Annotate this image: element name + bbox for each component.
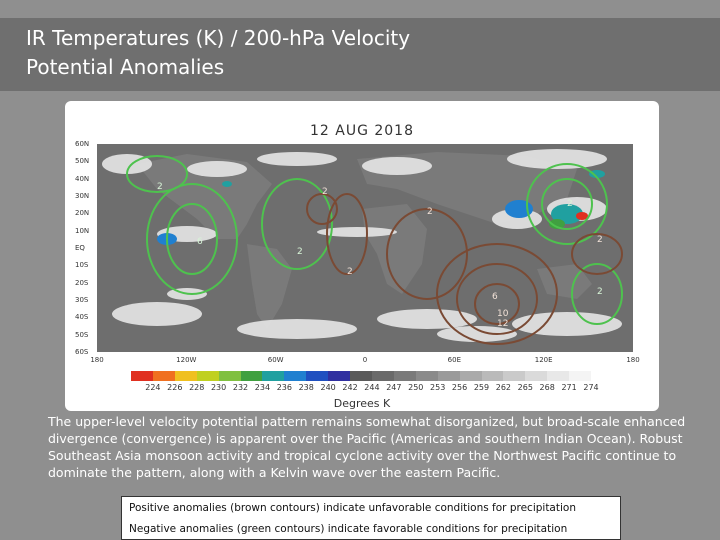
latitude-label: 10S [75,261,89,270]
colorbar-tick-label: 265 [517,383,533,392]
negative-contour-label: 2 [157,182,163,192]
colorbar-tick-label: 240 [320,383,336,392]
colorbar-tick-label: 268 [539,383,555,392]
colorbar-tick-label: 274 [583,383,599,392]
slide-description: The upper-level velocity potential patte… [48,414,686,480]
colorbar-tick-label: 247 [386,383,402,392]
latitude-label: EQ [75,244,85,252]
colorbar-swatch [481,371,504,381]
colorbar-swatch [196,371,219,381]
positive-contour-label: 10 [497,309,509,319]
negative-contour-label: 2 [567,199,573,209]
colorbar-swatch [174,371,197,381]
slide-title-line-2: Potential Anomalies [26,55,225,79]
south-america-land [247,244,292,329]
colorbar-swatch [503,371,526,381]
colorbar-swatch [262,371,285,381]
positive-contour-label: 2 [347,267,353,277]
colorbar-swatch [350,371,372,381]
colorbar-swatch [459,371,482,381]
negative-contour-label: 2 [597,287,603,297]
colorbar-tick-label: 250 [408,383,424,392]
latitude-label: 20N [75,209,90,218]
legend-negative-anomalies: Negative anomalies (green contours) indi… [129,523,568,535]
colorbar-tick-label: 244 [364,383,380,392]
colorbar-tick-label: 224 [145,383,161,392]
longitude-label: 180 [626,356,640,364]
colorbar-swatch [218,371,241,381]
colorbar-tick-label: 226 [167,383,183,392]
north-america-land [137,154,272,239]
colorbar-units: Degrees K [333,397,391,410]
negative-anomaly-contours [126,155,623,325]
positive-contour-label: 2 [322,187,328,197]
longitude-label: 60E [447,356,461,364]
convective-areas [157,170,605,245]
latitude-label: 30S [75,296,89,304]
africa-land [362,204,427,294]
colorbar-tick-label: 256 [451,383,468,392]
longitude-label: 60W [267,356,284,364]
legend-box: Positive anomalies (brown contours) indi… [121,496,621,540]
positive-anomaly-contours [306,193,623,345]
longitude-label: 120E [534,356,553,364]
negative-contour-label: 2 [297,247,303,257]
colorbar-tick-label: 232 [232,383,249,392]
colorbar-swatch [525,371,548,381]
positive-contour-label: 2 [427,207,433,217]
latitude-label: 40N [75,174,90,183]
latitude-label: 20S [75,278,89,287]
colorbar-swatch [152,371,175,381]
colorbar [131,371,592,381]
latitude-label: 50S [75,330,89,339]
latitude-label: 10N [75,226,90,235]
latitude-label: 50N [75,157,90,166]
colorbar-swatch [131,371,153,381]
latitude-label: 30N [75,192,90,200]
positive-contour-label: 6 [492,292,498,302]
longitude-label: 180 [90,356,104,364]
latitude-label: 40S [75,313,89,322]
colorbar-swatch [371,371,394,381]
latitude-label: 60S [75,348,89,356]
map-panel: 12 AUG 2018 60N 50N 40N 30N 20N 10N EQ 10S 20S 30… [65,101,659,411]
colorbar-tick-label: 238 [298,383,314,392]
colorbar-swatch [328,371,351,381]
negative-contour-label: 6 [197,237,203,247]
positive-contour-label: 12 [497,319,508,329]
colorbar-swatch [415,371,438,381]
colorbar-swatch [240,371,263,381]
colorbar-swatch [547,371,570,381]
colorbar-tick-label: 253 [430,383,446,392]
colorbar-swatch [437,371,460,381]
colorbar-tick-label: 242 [342,383,358,392]
colorbar-tick-label: 259 [473,383,490,392]
colorbar-tick-label: 228 [189,383,205,392]
latitude-label: 60N [75,140,90,148]
colorbar-tick-label: 234 [254,383,271,392]
colorbar-tick-label: 230 [210,383,227,392]
colorbar-labels: 224 226 228 230 232 234 236 238 240 242 244 247 250 2… [131,383,598,395]
map-date: 12 AUG 2018 [309,123,415,139]
title-bar: IR Temperatures (K) / 200-hPa Velocity P… [0,18,720,91]
colorbar-tick-label: 236 [276,383,292,392]
colorbar-tick-label: 262 [495,383,512,392]
slide-title-line-1: IR Temperatures (K) / 200-hPa Velocity [26,26,411,50]
colorbar-tick-label: 271 [561,383,577,392]
colorbar-swatch [569,371,592,381]
longitude-label: 0 [362,356,368,364]
legend-positive-anomalies: Positive anomalies (brown contours) indi… [129,502,576,514]
colorbar-swatch [306,371,329,381]
positive-contour-label: 2 [597,235,603,245]
longitude-label: 120W [176,356,197,364]
colorbar-swatch [393,371,416,381]
colorbar-swatch [284,371,307,381]
